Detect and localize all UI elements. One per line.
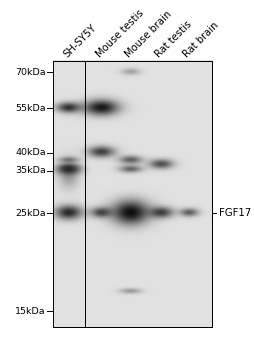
Text: 40kDa: 40kDa [15,148,46,157]
Bar [84,61,211,327]
Text: FGF17: FGF17 [218,208,250,218]
Text: SH-SY5Y: SH-SY5Y [61,23,98,60]
Text: Mouse testis: Mouse testis [94,8,145,60]
Bar [53,61,84,327]
Text: Rat brain: Rat brain [181,20,220,60]
Text: 70kDa: 70kDa [15,68,46,77]
Text: 15kDa: 15kDa [15,307,46,316]
Text: Rat testis: Rat testis [153,19,193,60]
Text: 25kDa: 25kDa [15,209,46,217]
Bar [84,61,211,327]
Text: 35kDa: 35kDa [15,166,46,175]
Text: 55kDa: 55kDa [15,104,46,113]
Bar [53,61,84,327]
Text: Mouse brain: Mouse brain [123,9,173,60]
